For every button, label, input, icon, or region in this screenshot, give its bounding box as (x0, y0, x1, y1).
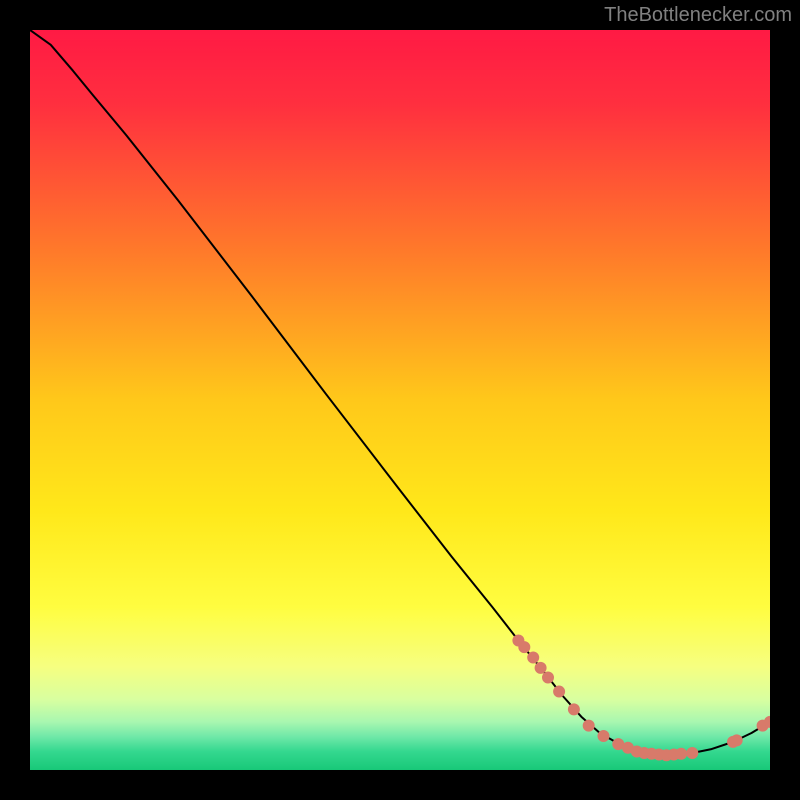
data-marker (519, 642, 530, 653)
data-marker (528, 652, 539, 663)
data-marker (687, 747, 698, 758)
chart-frame: TheBottlenecker.com (0, 0, 800, 800)
data-marker (543, 672, 554, 683)
data-marker (676, 748, 687, 759)
bottleneck-curve (30, 30, 770, 755)
watermark-text: TheBottlenecker.com (604, 4, 792, 27)
data-marker (568, 704, 579, 715)
data-marker (731, 735, 742, 746)
plot-area (30, 30, 770, 770)
data-marker (583, 720, 594, 731)
chart-overlay (30, 30, 770, 770)
data-marker (598, 730, 609, 741)
data-marker (535, 662, 546, 673)
data-marker (554, 686, 565, 697)
